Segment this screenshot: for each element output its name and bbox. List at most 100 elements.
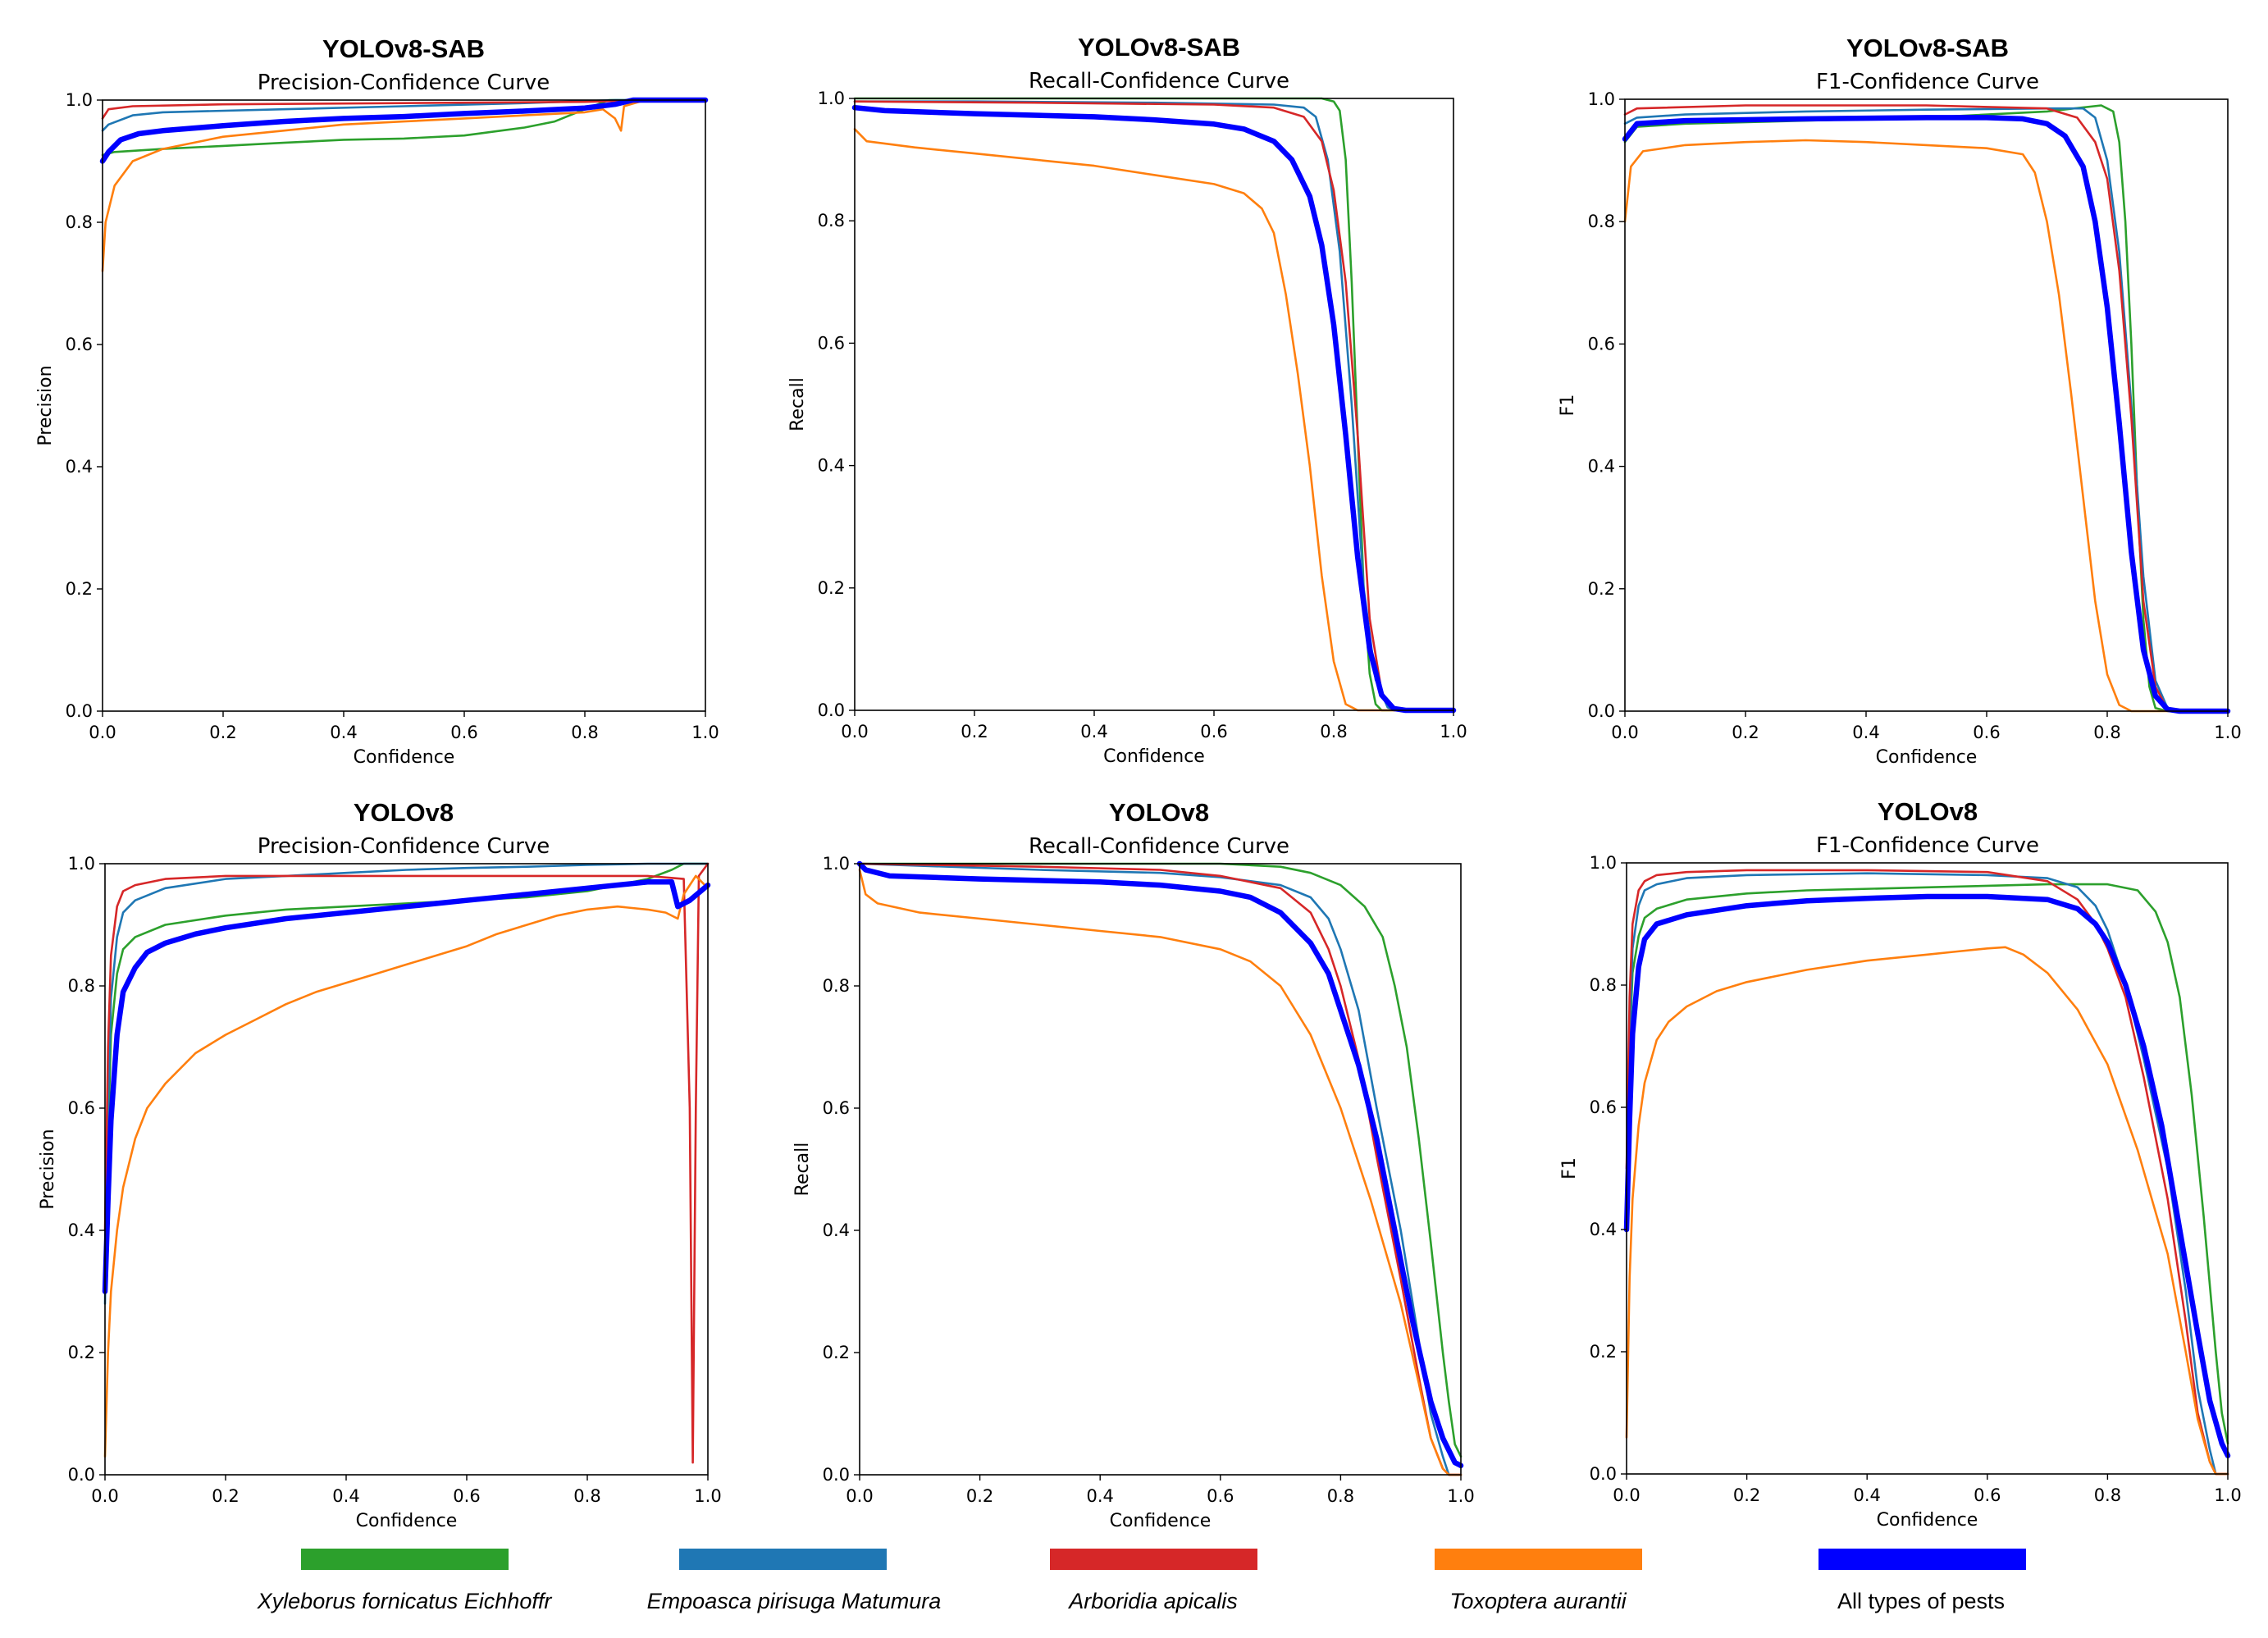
- x-tick-label: 0.6: [1974, 1485, 2001, 1505]
- y-tick-label: 0.0: [68, 1465, 95, 1485]
- legend-label: Toxoptera aurantii: [1449, 1589, 1627, 1613]
- series-line-toxoptera: [101, 98, 707, 272]
- plot-frame: [104, 863, 709, 1476]
- x-axis-label: Confidence: [354, 747, 455, 768]
- x-tick-label: 0.6: [1973, 723, 2000, 742]
- y-tick-label: 0.0: [1588, 701, 1615, 721]
- series-line-arboridia: [103, 862, 710, 1464]
- series-line-all: [1622, 115, 2231, 714]
- series-line-empoasca: [1623, 107, 2229, 713]
- model-title: YOLOv8-SAB: [1846, 34, 2009, 62]
- y-tick-label: 1.0: [66, 90, 93, 110]
- series-line-arboridia: [1625, 869, 2229, 1476]
- chart-title: F1-Confidence Curve: [1816, 70, 2039, 94]
- x-tick-label: 1.0: [694, 1486, 721, 1506]
- y-tick-label: 0.2: [66, 579, 93, 599]
- chart-panel: YOLOv8-SAB Precision-Confidence Curve 0.0 0…: [35, 34, 719, 768]
- x-tick-label: 0.6: [450, 723, 477, 742]
- y-tick-label: 1.0: [68, 854, 95, 874]
- model-title: YOLOv8-SAB: [1078, 33, 1240, 62]
- series-line-xyleborus: [853, 97, 1455, 712]
- y-tick-label: 0.0: [1590, 1464, 1617, 1484]
- series-line-all: [102, 879, 711, 1294]
- chart-panel: YOLOv8 Recall-Confidence Curve 0.0 0.2 0.4 0.…: [792, 798, 1475, 1531]
- x-tick-label: 0.8: [573, 1486, 600, 1506]
- series-line-xyleborus: [1625, 883, 2229, 1445]
- x-axis-label: Confidence: [1110, 1511, 1212, 1531]
- chart-title: Precision-Confidence Curve: [258, 834, 550, 859]
- y-tick-label: 0.2: [1588, 579, 1615, 599]
- x-tick-label: 0.6: [1200, 722, 1227, 741]
- x-tick-label: 0.8: [2093, 723, 2120, 742]
- y-tick-label: 0.8: [1590, 975, 1617, 995]
- chart-title: Recall-Confidence Curve: [1029, 834, 1289, 859]
- x-axis-label: Confidence: [1877, 1510, 1978, 1531]
- series-line-empoasca: [1625, 872, 2229, 1476]
- x-tick-label: 0.8: [2094, 1485, 2121, 1505]
- y-tick-label: 0.2: [818, 578, 845, 598]
- y-axis-label: Recall: [792, 1143, 813, 1197]
- y-axis-label: Recall: [787, 377, 808, 431]
- series-line-all: [1623, 893, 2231, 1458]
- series-line-xyleborus: [103, 862, 710, 1293]
- y-tick-label: 0.4: [66, 457, 93, 477]
- y-tick-label: 0.4: [1590, 1220, 1617, 1239]
- x-tick-label: 0.8: [1327, 1486, 1354, 1506]
- legend-label: Xyleborus fornicatus Eichhoffr: [257, 1589, 553, 1613]
- y-tick-label: 0.6: [68, 1098, 95, 1118]
- series-line-empoasca: [858, 862, 1463, 1476]
- x-tick-label: 0.2: [1732, 723, 1759, 742]
- legend-swatch: [679, 1549, 887, 1570]
- y-axis-label: Precision: [35, 365, 56, 445]
- series-line-toxoptera: [853, 128, 1455, 712]
- y-axis-label: F1: [1559, 1157, 1580, 1179]
- x-tick-label: 0.6: [1207, 1486, 1234, 1506]
- series-line-toxoptera: [103, 874, 710, 1458]
- series-group: [102, 862, 711, 1464]
- series-line-all: [856, 860, 1464, 1469]
- x-tick-label: 0.0: [1611, 723, 1638, 742]
- y-tick-label: 1.0: [818, 89, 845, 108]
- x-axis-label: Confidence: [1876, 747, 1978, 768]
- x-tick-label: 0.2: [212, 1486, 239, 1506]
- y-tick-label: 0.8: [823, 976, 850, 996]
- y-tick-label: 0.0: [818, 700, 845, 720]
- legend-item-xyleborus: Xyleborus fornicatus Eichhoffr: [257, 1549, 553, 1613]
- x-tick-label: 0.4: [332, 1486, 359, 1506]
- series-group: [1622, 104, 2231, 714]
- y-tick-label: 0.2: [1590, 1342, 1617, 1362]
- legend-item-arboridia: Arboridia apicalis: [1050, 1549, 1257, 1613]
- series-line-toxoptera: [1625, 946, 2229, 1476]
- chart-title: F1-Confidence Curve: [1816, 833, 2039, 858]
- legend: Xyleborus fornicatus Eichhoffr Empoasca p…: [257, 1549, 2026, 1613]
- series-line-all: [851, 104, 1457, 714]
- x-tick-label: 0.2: [209, 723, 236, 742]
- chart-title: Precision-Confidence Curve: [258, 71, 550, 95]
- x-tick-label: 0.8: [1320, 722, 1347, 741]
- x-tick-label: 0.2: [966, 1486, 993, 1506]
- plot-frame: [1626, 862, 2229, 1475]
- y-tick-label: 0.0: [823, 1465, 850, 1485]
- y-tick-label: 0.4: [1588, 457, 1615, 477]
- y-axis-label: Precision: [38, 1129, 58, 1209]
- x-tick-label: 0.0: [846, 1486, 873, 1506]
- series-group: [1623, 869, 2231, 1476]
- series-group: [856, 860, 1464, 1476]
- legend-item-empoasca: Empoasca pirisuga Matumura: [647, 1549, 941, 1613]
- x-tick-label: 1.0: [2214, 1485, 2241, 1505]
- series-line-toxoptera: [858, 869, 1463, 1476]
- chart-panel: YOLOv8 F1-Confidence Curve 0.0 0.2 0.4 0.6 0.8…: [1559, 797, 2242, 1531]
- x-tick-label: 0.0: [1613, 1485, 1640, 1505]
- x-tick-label: 0.0: [89, 723, 116, 742]
- x-axis-label: Confidence: [356, 1511, 458, 1531]
- y-tick-label: 1.0: [823, 854, 850, 874]
- x-tick-label: 0.0: [841, 722, 868, 741]
- y-tick-label: 0.8: [66, 212, 93, 232]
- legend-label: All types of pests: [1837, 1589, 2005, 1613]
- x-tick-label: 0.8: [571, 723, 598, 742]
- x-tick-label: 1.0: [1440, 722, 1467, 741]
- y-tick-label: 0.8: [1588, 212, 1615, 231]
- series-line-empoasca: [103, 862, 710, 1305]
